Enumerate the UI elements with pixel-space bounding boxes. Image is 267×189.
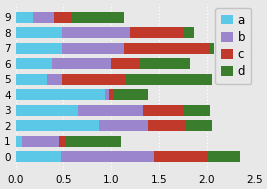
Bar bbox=[16, 89, 104, 100]
Bar bbox=[114, 89, 147, 100]
Bar bbox=[16, 58, 52, 69]
Bar bbox=[16, 74, 47, 85]
Bar bbox=[16, 105, 78, 116]
Bar bbox=[16, 27, 61, 38]
Bar bbox=[65, 136, 121, 147]
Bar bbox=[109, 89, 114, 100]
Bar bbox=[140, 58, 190, 69]
Bar bbox=[61, 151, 154, 162]
Bar bbox=[99, 120, 148, 131]
Bar bbox=[59, 136, 65, 147]
Bar bbox=[124, 43, 210, 54]
Bar bbox=[111, 58, 140, 69]
Bar bbox=[52, 58, 111, 69]
Bar bbox=[127, 74, 213, 85]
Bar bbox=[71, 12, 124, 23]
Bar bbox=[183, 105, 210, 116]
Bar bbox=[16, 120, 99, 131]
Bar bbox=[210, 43, 214, 54]
Bar bbox=[183, 27, 194, 38]
Bar bbox=[143, 105, 183, 116]
Bar bbox=[54, 12, 71, 23]
Bar bbox=[130, 27, 183, 38]
Bar bbox=[22, 136, 59, 147]
Bar bbox=[16, 43, 61, 54]
Bar bbox=[104, 89, 109, 100]
Bar bbox=[78, 105, 143, 116]
Bar bbox=[33, 12, 54, 23]
Bar bbox=[61, 74, 127, 85]
Bar bbox=[154, 151, 207, 162]
Bar bbox=[61, 27, 130, 38]
Bar bbox=[16, 12, 33, 23]
Bar bbox=[207, 151, 240, 162]
Bar bbox=[148, 120, 185, 131]
Legend: a, b, c, d: a, b, c, d bbox=[215, 8, 251, 84]
Bar bbox=[47, 74, 61, 85]
Bar bbox=[185, 120, 211, 131]
Bar bbox=[16, 136, 22, 147]
Bar bbox=[16, 151, 61, 162]
Bar bbox=[61, 43, 124, 54]
